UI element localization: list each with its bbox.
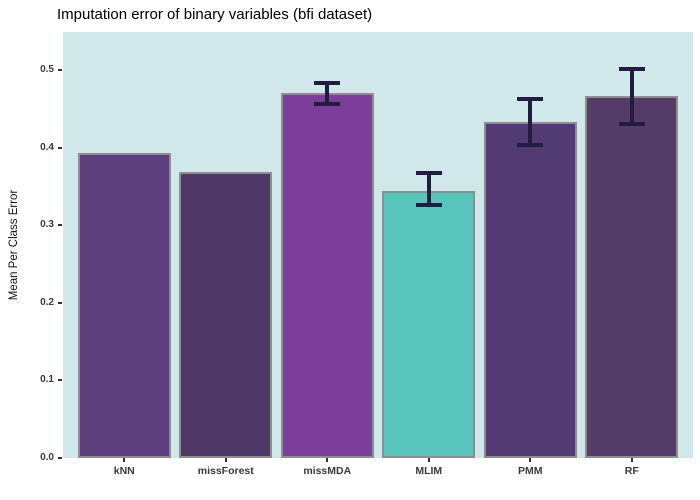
error-bar-cap-RF <box>618 67 645 72</box>
error-bar-cap-RF <box>618 121 645 126</box>
x-tick-mark <box>326 458 329 462</box>
x-tick-label-RF: RF <box>624 465 639 477</box>
y-tick-label: 0.0 <box>40 452 54 463</box>
y-tick-label: 0.1 <box>40 374 54 386</box>
y-axis-title: Mean Per Class Error <box>8 189 20 301</box>
y-tick-mark <box>58 69 62 71</box>
y-tick-label: 0.5 <box>40 64 54 75</box>
error-bar-PMM <box>528 98 533 146</box>
y-tick-mark <box>58 379 62 382</box>
error-bar-cap-PMM <box>517 96 544 101</box>
y-tick-mark <box>58 146 62 149</box>
bar-RF <box>585 96 679 458</box>
y-tick-mark <box>58 457 62 459</box>
x-tick-label-missForest: missForest <box>197 465 254 477</box>
x-tick-mark <box>630 458 633 462</box>
x-tick-mark <box>224 458 227 462</box>
error-bar-cap-MLIM <box>415 171 442 176</box>
x-tick-label-MLIM: MLIM <box>415 465 443 477</box>
error-bar-cap-missMDA <box>314 81 341 86</box>
bar-MLIM <box>382 191 476 458</box>
error-bar-missMDA <box>325 83 330 105</box>
y-tick-mark <box>58 224 62 227</box>
error-bar-RF <box>629 69 634 124</box>
error-bar-MLIM <box>426 173 431 206</box>
error-bar-cap-missMDA <box>314 102 341 107</box>
error-bar-cap-MLIM <box>415 203 442 208</box>
y-tick-label: 0.4 <box>40 141 54 153</box>
y-tick-mark <box>58 301 62 304</box>
x-tick-mark <box>123 458 126 462</box>
y-tick-label: 0.3 <box>40 219 54 231</box>
bar-PMM <box>483 121 577 458</box>
chart-title: Imputation error of binary variables (bf… <box>57 6 373 23</box>
x-tick-label-kNN: kNN <box>113 465 135 477</box>
x-tick-label-missMDA: missMDA <box>303 465 352 477</box>
x-tick-label-PMM: PMM <box>518 465 543 477</box>
bar-kNN <box>77 153 171 458</box>
bar-missMDA <box>280 93 374 458</box>
bar-missForest <box>179 172 273 458</box>
x-tick-mark <box>427 458 430 462</box>
y-tick-label: 0.2 <box>40 296 54 308</box>
plot-panel: 0.0 0.1 0.2 0.3 0.4 0.5 kNN missForest missMDA ML… <box>40 32 693 477</box>
x-tick-mark <box>529 458 532 462</box>
error-bar-cap-PMM <box>517 143 544 148</box>
